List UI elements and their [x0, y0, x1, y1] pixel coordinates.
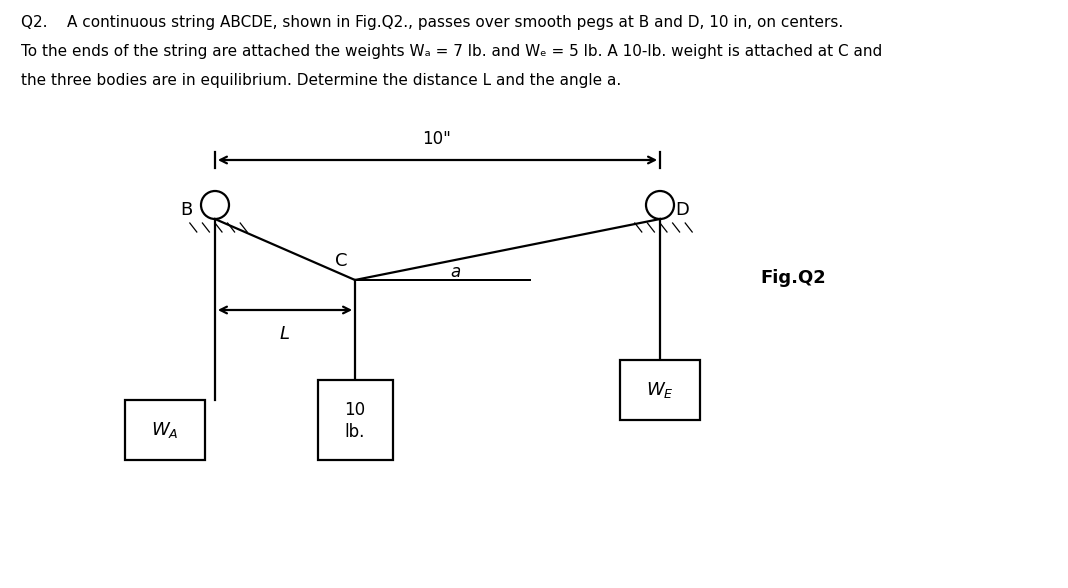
Text: To the ends of the string are attached the weights Wₐ = 7 lb. and Wₑ = 5 lb. A 1: To the ends of the string are attached t… [21, 44, 882, 59]
Text: D: D [675, 201, 689, 219]
Bar [317, 380, 393, 460]
Text: $W_E$: $W_E$ [646, 380, 674, 400]
Text: a: a [450, 263, 460, 281]
Text: 10: 10 [345, 401, 365, 419]
Text: Q2.    A continuous string ABCDE, shown in Fig.Q2., passes over smooth pegs at B: Q2. A continuous string ABCDE, shown in … [21, 15, 844, 30]
Bar [125, 400, 205, 460]
Text: B: B [179, 201, 192, 219]
Text: 10": 10" [423, 130, 452, 148]
Text: $W_A$: $W_A$ [152, 420, 178, 440]
Text: lb.: lb. [345, 423, 365, 441]
Text: L: L [280, 325, 290, 343]
Text: C: C [335, 252, 348, 270]
Bar [621, 360, 700, 420]
Text: Fig.Q2: Fig.Q2 [760, 269, 826, 287]
Text: the three bodies are in equilibrium. Determine the distance L and the angle a.: the three bodies are in equilibrium. Det… [21, 74, 622, 89]
